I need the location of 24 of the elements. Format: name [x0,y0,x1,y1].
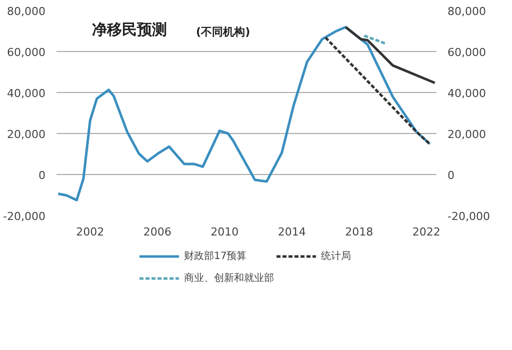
line-series [344,26,436,84]
y2-tick-label: 20,000 [448,128,486,141]
y2-tick-label: -20,000 [448,210,490,223]
text: (不同机构) [196,25,250,38]
y-tick-label: 60,000 [7,46,46,59]
y-tick-label: 40,000 [7,87,46,100]
x-tick-label: 2010 [210,226,239,238]
x-tick-label: 2002 [76,226,104,238]
y-tick-label: -20,000 [3,210,46,223]
y-tick-label: 80,000 [7,5,46,18]
x-tick-label: 2018 [345,226,374,238]
y2-tick-label: 60,000 [448,46,486,59]
text: 净移民预测 [92,20,167,38]
y2-tick-label: 40,000 [448,87,486,100]
x-tick-label: 2014 [278,226,306,238]
y-tick-label: 20,000 [7,128,46,141]
legend-label: 财政部17预算 [184,250,247,263]
y2-tick-label: 80,000 [448,5,486,18]
legend-label: 统计局 [321,250,351,263]
legend-label: 商业、创新和就业部 [184,272,274,285]
x-tick-label: 2022 [412,226,440,238]
y2-tick-label: 0 [448,169,454,182]
y-tick-label: 0 [38,169,46,182]
x-tick-label: 2006 [143,226,172,238]
